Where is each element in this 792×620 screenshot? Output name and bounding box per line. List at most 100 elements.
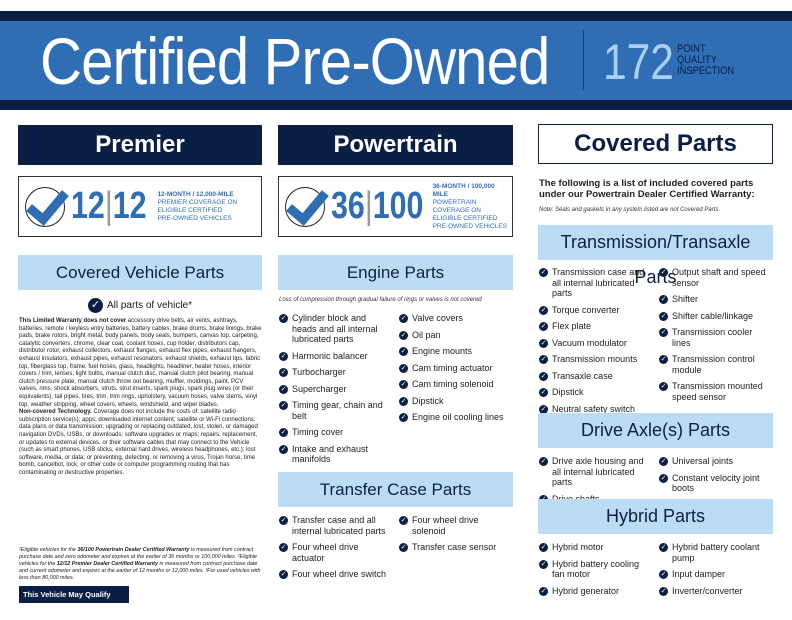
check-circle-icon: ✓ <box>279 516 288 525</box>
list-item: ✓ Engine mounts <box>399 346 513 357</box>
check-circle-icon: ✓ <box>659 355 668 364</box>
list-item-label: Engine oil cooling lines <box>412 412 504 422</box>
check-circle-icon: ✓ <box>399 330 408 340</box>
transfer-case-heading: Transfer Case Parts <box>278 472 513 507</box>
list-item: ✓ Hybrid battery coolant pump <box>659 542 773 563</box>
check-circle-icon: ✓ <box>87 298 103 313</box>
list-item: ✓ Timing gear, chain and belt <box>279 400 393 421</box>
premier-coverage-box: 12|12 12-MONTH / 12,000-MILE PREMIER COVE… <box>18 176 262 237</box>
list-item-label: Universal joints <box>672 456 734 466</box>
check-circle-icon: ✓ <box>539 268 548 277</box>
check-circle-icon: ✓ <box>659 570 668 579</box>
page-title: Certified Pre-Owned <box>40 24 550 98</box>
list-item-label: Inverter/converter <box>672 585 743 596</box>
transmission-heading: Transmission/Transaxle Parts <box>538 225 773 287</box>
check-circle-icon: ✓ <box>659 328 668 337</box>
transmission-list: ✓ Transmission case and all internal lubr… <box>539 267 773 420</box>
parts-column: ✓ Cylinder block and heads and all intern… <box>279 313 393 471</box>
hybrid-heading: Hybrid Parts <box>538 499 773 534</box>
check-circle-icon: ✓ <box>539 355 548 364</box>
engine-note: Loss of compression through gradual fail… <box>279 297 482 303</box>
premier-heading: Premier <box>18 125 262 165</box>
premier-coverage-text: 12-MONTH / 12,000-MILE PREMIER COVERAGE O… <box>157 190 238 222</box>
check-circle-icon: ✓ <box>399 380 408 389</box>
check-circle-icon: ✓ <box>399 413 408 422</box>
parts-column: ✓ Valve covers ✓ Oil pan ✓ Engine mounts ✓ Cam … <box>399 313 513 471</box>
list-item: ✓ Shifter <box>659 294 773 305</box>
parts-column: ✓ Transfer case and all internal lubricat… <box>279 515 393 586</box>
list-item: ✓ Cylinder block and heads and all intern… <box>279 313 393 345</box>
check-circle-icon: ✓ <box>659 543 668 552</box>
list-item-label: Shifter <box>672 294 699 304</box>
hybrid-list: ✓ Hybrid motor ✓ Hybrid battery cooling fan… <box>539 542 773 602</box>
list-item-label: Timing cover <box>292 427 344 437</box>
check-circle-icon: ✓ <box>399 396 408 406</box>
list-item: ✓ Timing cover <box>279 427 393 438</box>
list-item: ✓ Universal joints <box>659 456 773 467</box>
list-item-label: Intake and exhaust manifolds <box>292 443 369 465</box>
check-circle-icon: ✓ <box>279 351 288 361</box>
list-item: ✓ Constant velocity joint boots <box>659 473 773 494</box>
list-item: ✓ Neutral safety switch <box>539 404 653 415</box>
powertrain-coverage-box: 36|100 36-MONTH / 100,000 MILE POWERTRAIN… <box>278 176 513 237</box>
list-item-label: Transmission case and all internal lubri… <box>552 267 645 298</box>
qualify-button[interactable]: This Vehicle May Qualify For... <box>19 586 129 616</box>
check-circle-icon: ✓ <box>659 473 668 483</box>
list-item: ✓ Vacuum modulator <box>539 338 653 349</box>
list-item: ✓ Output shaft and speed sensor <box>659 267 773 288</box>
check-circle-icon: ✓ <box>399 314 408 323</box>
list-item: ✓ Four wheel drive solenoid <box>399 515 513 536</box>
list-item: ✓ Cam timing solenoid <box>399 379 513 390</box>
list-item: ✓ Turbocharger <box>279 367 393 378</box>
list-item-label: Dipstick <box>412 395 444 406</box>
check-circle-icon: ✓ <box>539 559 548 569</box>
list-item: ✓ Valve covers <box>399 313 513 324</box>
list-item: ✓ Transmission cooler lines <box>659 327 773 348</box>
list-item-label: Turbocharger <box>292 367 346 377</box>
list-item: ✓ Hybrid motor <box>539 542 653 553</box>
list-item: ✓ Inverter/converter <box>659 586 773 597</box>
label-line: INSPECTION <box>677 65 735 77</box>
covered-vehicle-parts-heading: Covered Vehicle Parts <box>18 255 262 290</box>
list-item: ✓ Input damper <box>659 569 773 580</box>
check-circle-icon: ✓ <box>279 401 288 410</box>
list-item: ✓ Flex plate <box>539 321 653 332</box>
check-circle-icon: ✓ <box>659 295 668 304</box>
check-circle-icon: ✓ <box>399 543 408 552</box>
transfer-case-list: ✓ Transfer case and all internal lubricat… <box>279 515 513 586</box>
list-item-label: Neutral safety switch <box>552 403 636 414</box>
label-line: POINT <box>677 43 706 55</box>
drive-axle-list: ✓ Drive axle housing and all internal lub… <box>539 456 773 510</box>
all-parts-line: ✓ All parts of vehicle* <box>18 297 262 313</box>
list-item-label: Transfer case sensor <box>412 542 497 552</box>
all-parts-text: All parts of vehicle* <box>106 299 193 311</box>
header-band-top <box>0 11 792 21</box>
check-circle-icon: ✓ <box>539 305 548 315</box>
list-item: ✓ Dipstick <box>539 387 653 398</box>
list-item-label: Cylinder block and heads and all interna… <box>292 313 378 344</box>
list-item-label: Input damper <box>672 569 726 579</box>
list-item-label: Vacuum modulator <box>552 337 627 348</box>
check-circle-icon: ✓ <box>279 543 288 552</box>
list-item-label: Engine mounts <box>412 346 473 356</box>
covered-intro: The following is a list of included cove… <box>539 178 755 200</box>
list-item-label: Drive shafts <box>552 494 600 505</box>
check-circle-icon: ✓ <box>399 347 408 356</box>
list-item: ✓ Supercharger <box>279 384 393 395</box>
inspection-label: POINT QUALITY INSPECTION <box>677 44 734 77</box>
parts-column: ✓ Output shaft and speed sensor ✓ Shifter ✓ S… <box>659 267 773 420</box>
list-item: ✓ Harmonic balancer <box>279 351 393 362</box>
label-line: QUALITY <box>677 54 718 66</box>
check-circle-icon: ✓ <box>659 457 668 466</box>
list-item: ✓ Cam timing actuator <box>399 363 513 374</box>
parts-column: ✓ Four wheel drive solenoid ✓ Transfer case… <box>399 515 513 586</box>
list-item-label: Four wheel drive actuator <box>292 542 359 563</box>
list-item-label: Timing gear, chain and belt <box>292 400 383 421</box>
list-item-label: Hybrid battery coolant pump <box>672 542 760 563</box>
header-band-bottom <box>0 100 792 110</box>
check-circle-icon: ✓ <box>279 428 288 437</box>
list-item-label: Hybrid generator <box>552 585 620 596</box>
check-circle-icon <box>25 186 65 227</box>
list-item: ✓ Four wheel drive switch <box>279 569 393 580</box>
engine-parts-heading: Engine Parts <box>278 255 513 290</box>
